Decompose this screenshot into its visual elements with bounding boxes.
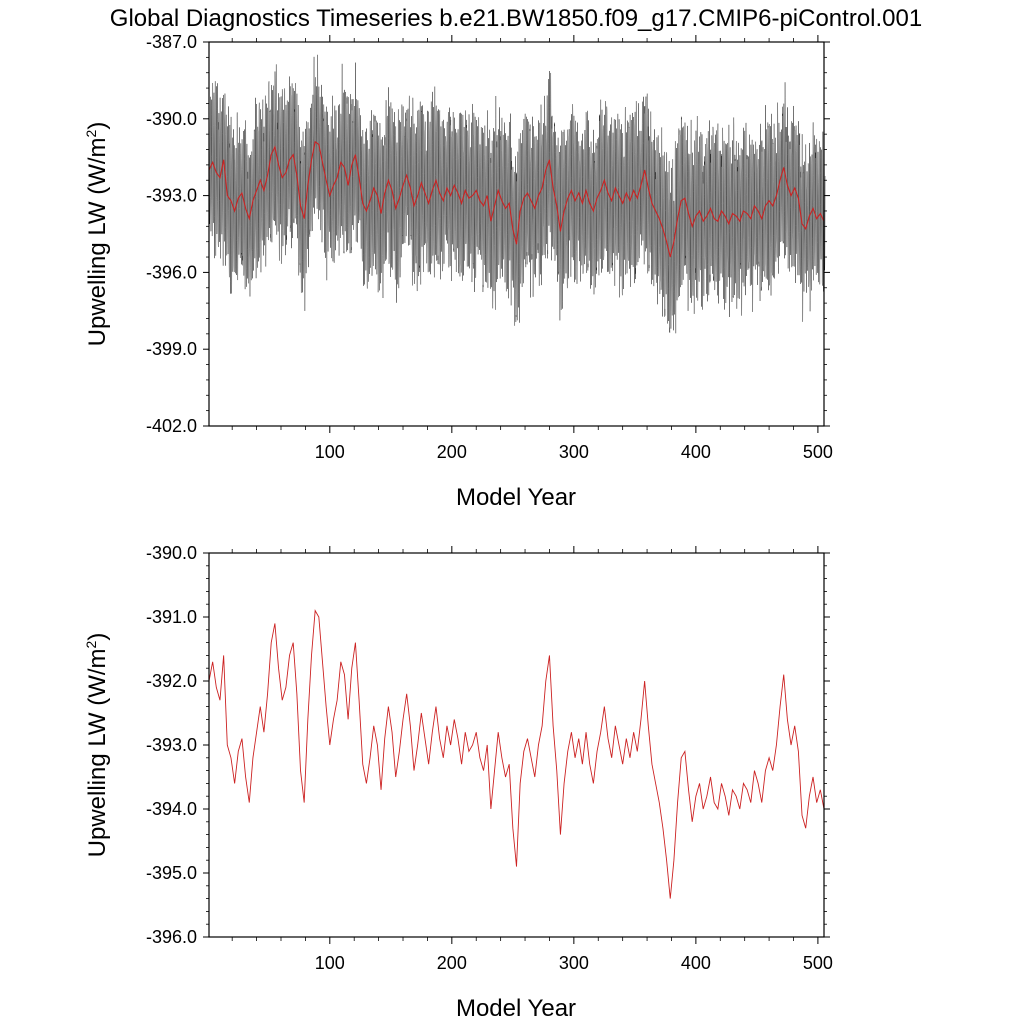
bottom-plot-axes: -396.0 -395.0 -394.0 -393.0 -392.0 -391.0 -390… [146,543,833,973]
x-tick-label: 300 [559,953,589,973]
x-tick-label: 500 [803,442,833,462]
y-tick-label: -402.0 [146,416,197,436]
top-plot-axes: -402.0 -399.0 -396.0 -393.0 -390.0 -387.0 100 2… [146,32,833,462]
top-panel: -402.0 -399.0 -396.0 -393.0 -390.0 -387.0 100 2… [83,32,833,511]
x-tick-label: 400 [681,953,711,973]
x-tick-label: 100 [315,442,345,462]
bottom-y-axis-label-close: ) [84,633,111,641]
top-y-axis-label-superscript: 2 [83,129,99,137]
chart-title: Global Diagnostics Timeseries b.e21.BW18… [110,5,922,32]
top-plot-frame [208,41,825,427]
y-tick-label: -396.0 [146,262,197,282]
top-y-axis-label: Upwelling LW (W/m2) [83,122,111,347]
y-tick-label: -395.0 [146,863,197,883]
monthly-mean-line [208,54,826,334]
y-tick-label: -396.0 [146,927,197,947]
bottom-y-axis-label: Upwelling LW (W/m2) [83,633,111,858]
y-tick-label: -392.0 [146,671,197,691]
bottom-y-axis-label-superscript: 2 [83,640,99,648]
y-tick-label: -391.0 [146,607,197,627]
x-tick-label: 100 [315,953,345,973]
x-tick-label: 200 [437,953,467,973]
y-tick-label: -387.0 [146,32,197,52]
x-tick-label: 400 [681,442,711,462]
x-tick-label: 300 [559,442,589,462]
annual-mean-line [208,140,825,258]
top-y-axis-label-text: Upwelling LW (W/m [84,137,111,346]
y-tick-label: -394.0 [146,799,197,819]
x-tick-label: 500 [803,953,833,973]
top-y-axis-label-close: ) [84,122,111,130]
y-tick-label: -399.0 [146,339,197,359]
bottom-x-axis-label: Model Year [456,995,576,1022]
bottom-plot-frame [208,552,825,938]
annual-mean-line [208,609,825,899]
bottom-plot-series [208,609,825,899]
y-tick-label: -390.0 [146,109,197,129]
y-tick-label: -393.0 [146,735,197,755]
top-plot-series [208,54,826,334]
bottom-y-axis-label-text: Upwelling LW (W/m [84,648,111,857]
x-tick-label: 200 [437,442,467,462]
y-tick-label: -390.0 [146,543,197,563]
top-x-axis-label: Model Year [456,484,576,511]
y-tick-label: -393.0 [146,186,197,206]
bottom-panel: -396.0 -395.0 -394.0 -393.0 -392.0 -391.0 -390… [83,543,833,1022]
